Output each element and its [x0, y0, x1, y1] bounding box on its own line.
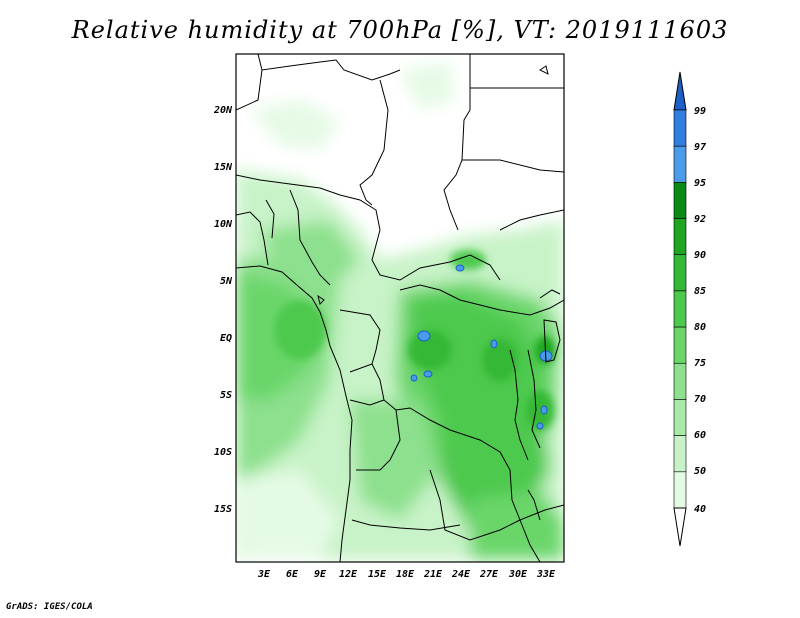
humidity-field: [236, 62, 564, 560]
colorbar-label: 97: [694, 142, 706, 153]
lat-tick-label: 10N: [214, 219, 233, 230]
software-credit: GrADS: IGES/COLA: [6, 602, 93, 612]
colorbar-swatch: [673, 471, 687, 509]
lat-tick-label: 20N: [213, 105, 233, 116]
colorbar-label: 75: [694, 358, 706, 369]
lon-tick-label: 9E: [314, 569, 327, 580]
colorbar-label: 90: [694, 250, 706, 261]
colorbar-label: 40: [694, 504, 706, 515]
colorbar-label: 60: [694, 430, 706, 441]
lon-tick-label: 30E: [508, 569, 528, 580]
colorbar-swatch: [673, 362, 687, 400]
lon-tick-label: 6E: [286, 569, 299, 580]
lon-tick-label: 24E: [451, 569, 471, 580]
lat-tick-label: 5N: [220, 276, 233, 287]
lat-tick-label: EQ: [220, 333, 232, 344]
longitude-axis: 3E 6E 9E 12E 15E 18E 21E 24E 27E 30E 33E: [257, 569, 556, 580]
lon-tick-label: 3E: [257, 569, 271, 580]
lat-tick-label: 5S: [220, 390, 232, 401]
colorbar-label: 80: [694, 322, 706, 333]
colorbar-label: 92: [694, 214, 706, 225]
lon-tick-label: 33E: [536, 569, 556, 580]
colorbar-swatch: [673, 435, 687, 473]
colorbar-swatch: [673, 399, 687, 436]
colorbar-top-arrow: [673, 71, 687, 111]
lon-tick-label: 18E: [396, 569, 415, 580]
latitude-axis: 20N 15N 10N 5N EQ 5S 10S 15S: [213, 105, 233, 515]
colorbar-bottom-arrow: [673, 507, 687, 547]
colorbar-swatch: [673, 326, 687, 364]
lat-tick-label: 10S: [214, 447, 232, 458]
colorbar-swatch: [673, 218, 687, 256]
lon-tick-label: 21E: [423, 569, 443, 580]
lon-tick-label: 27E: [479, 569, 499, 580]
colorbar-label: 95: [694, 178, 706, 189]
map-title: Relative humidity at 700hPa [%], VT: 201…: [71, 16, 729, 44]
colorbar: 99 97 95 92 90 85 80 75 70 60 50 40: [673, 71, 706, 547]
lat-tick-label: 15N: [214, 162, 233, 173]
colorbar-label: 85: [694, 286, 706, 297]
colorbar-swatch: [673, 109, 687, 147]
lon-tick-label: 15E: [368, 569, 387, 580]
colorbar-swatch: [673, 290, 687, 328]
colorbar-label: 50: [694, 466, 706, 477]
colorbar-label: 99: [694, 106, 706, 117]
borders-and-coastlines: [236, 54, 564, 562]
map-frame: [235, 53, 565, 563]
colorbar-swatch: [673, 254, 687, 292]
colorbar-swatch: [673, 182, 687, 219]
colorbar-swatch: [673, 145, 687, 183]
lat-tick-label: 15S: [214, 504, 232, 515]
colorbar-label: 70: [694, 394, 706, 405]
lon-tick-label: 12E: [339, 569, 358, 580]
